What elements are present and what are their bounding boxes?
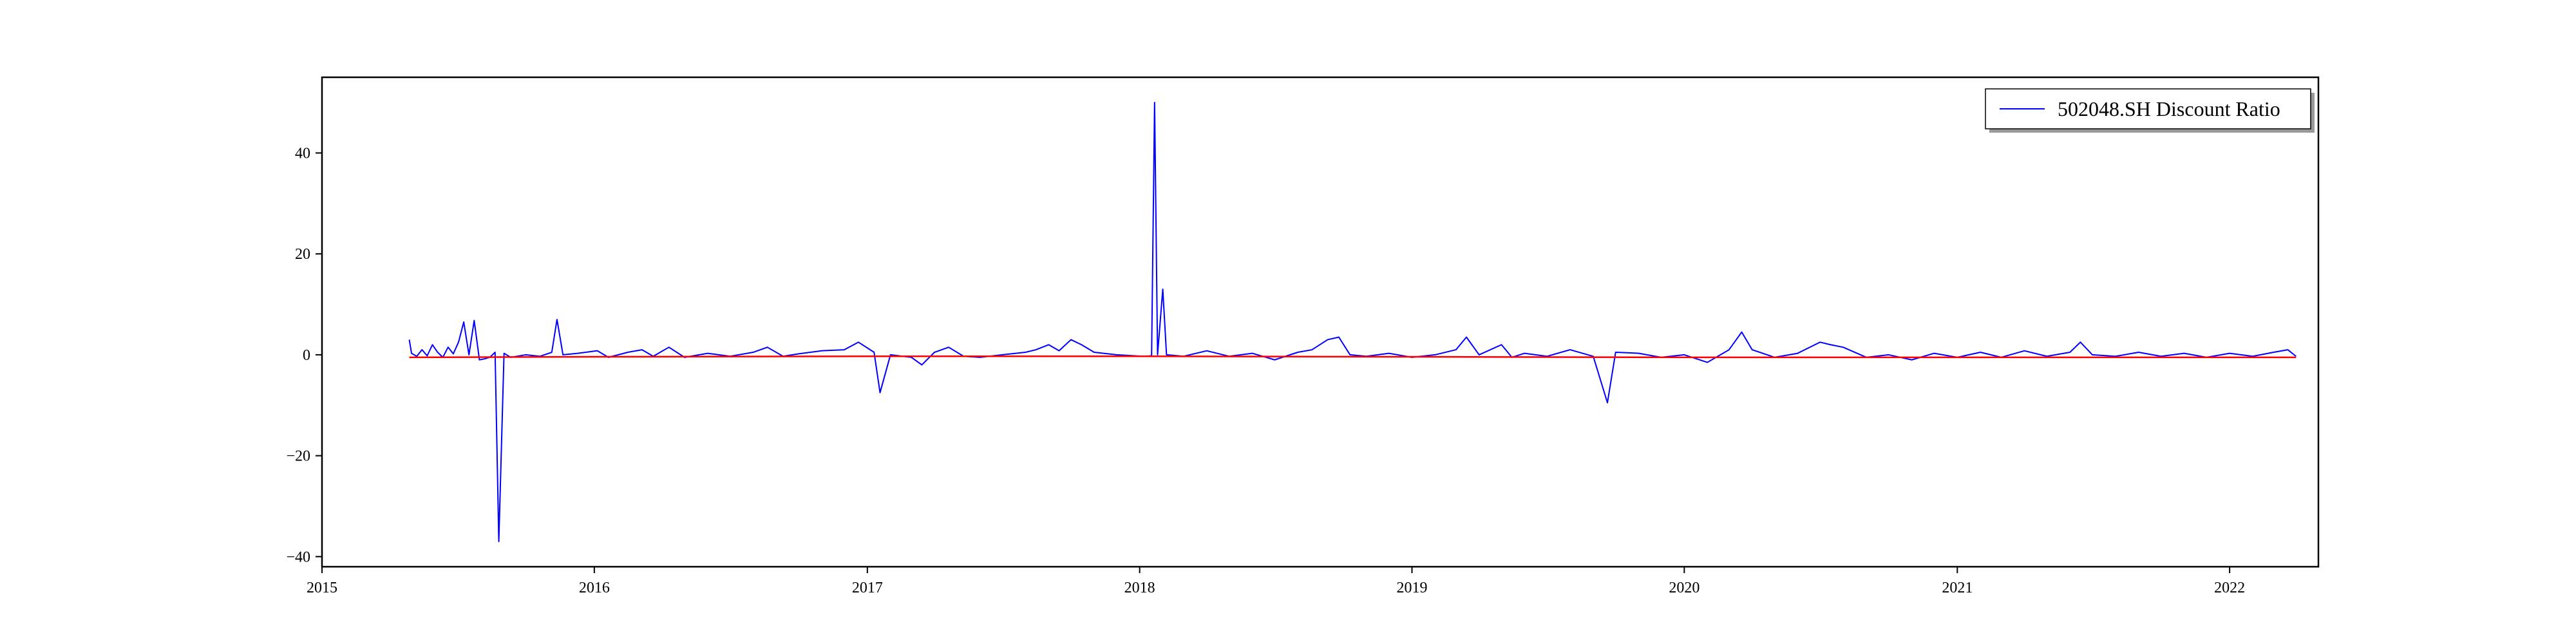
x-tick-label: 2016 xyxy=(579,580,610,596)
y-tick-label: 20 xyxy=(295,246,310,263)
x-tick-label: 2022 xyxy=(2214,580,2245,596)
legend-label: 502048.SH Discount Ratio xyxy=(2058,97,2280,120)
plot-layer xyxy=(408,102,2297,542)
x-tick-label: 2018 xyxy=(1124,580,1155,596)
y-tick-label: −40 xyxy=(286,549,310,565)
y-tick-label: −20 xyxy=(286,448,310,465)
x-tick-label: 2019 xyxy=(1396,580,1427,596)
y-tick-label: 40 xyxy=(295,146,310,162)
series-line-reference xyxy=(409,355,2297,359)
x-tick-label: 2015 xyxy=(307,580,337,596)
axes-layer: 2015 2016 2017 2018 2019 2020 2021 2022 −40 −20 0 2… xyxy=(286,76,2320,596)
x-tick-label: 2020 xyxy=(1669,580,1700,596)
x-tick-label: 2017 xyxy=(852,580,883,596)
y-tick-label: 0 xyxy=(303,347,310,364)
legend-layer: 502048.SH Discount Ratio xyxy=(1985,88,2315,133)
axes-frame xyxy=(321,76,2320,568)
x-tick-label: 2021 xyxy=(1942,580,1973,596)
